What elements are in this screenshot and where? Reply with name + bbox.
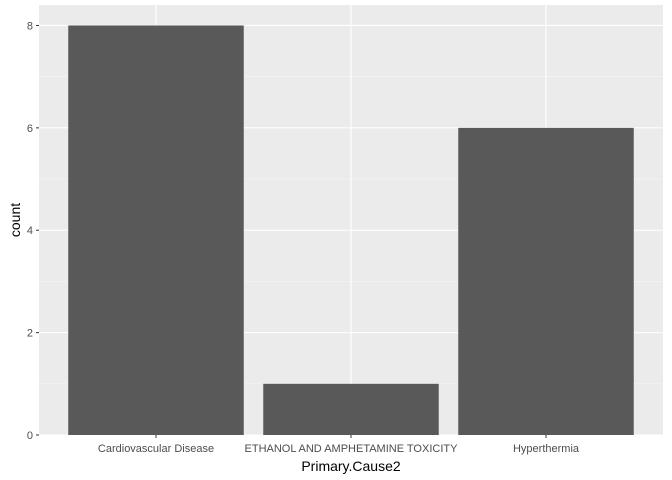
x-axis-title: Primary.Cause2 xyxy=(301,458,401,474)
x-tick-label: ETHANOL AND AMPHETAMINE TOXICITY xyxy=(245,443,459,455)
x-tick-label: Hyperthermia xyxy=(513,443,580,455)
y-axis: 0 2 4 6 8 xyxy=(27,20,39,442)
y-axis-title: count xyxy=(7,203,23,237)
bar xyxy=(68,25,244,435)
bar xyxy=(458,127,634,435)
y-tick-label: 4 xyxy=(27,225,33,237)
bars-group xyxy=(68,25,634,435)
y-tick-label: 0 xyxy=(27,430,33,442)
x-tick-label: Cardiovascular Disease xyxy=(98,443,214,455)
x-axis: Cardiovascular Disease ETHANOL AND AMPHET… xyxy=(98,435,580,455)
y-tick-label: 8 xyxy=(27,20,33,32)
y-tick-label: 2 xyxy=(27,328,33,340)
bar xyxy=(263,383,439,435)
y-tick-label: 6 xyxy=(27,123,33,135)
